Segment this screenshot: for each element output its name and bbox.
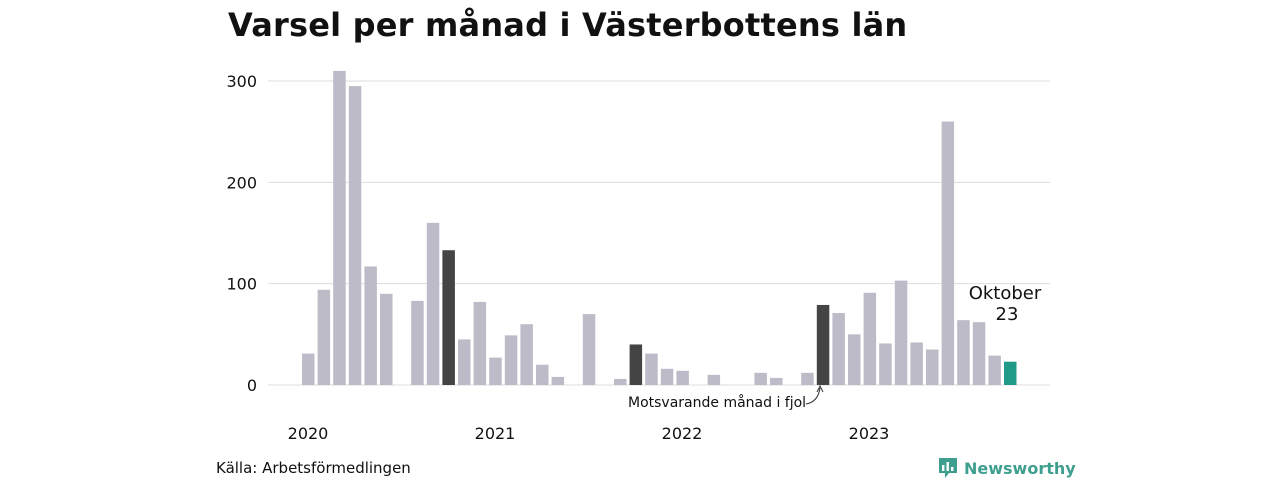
- bar: [910, 342, 923, 385]
- bar: [629, 344, 643, 385]
- bar: [660, 368, 674, 385]
- bar: [442, 250, 455, 385]
- bar: [411, 300, 424, 385]
- x-axis-labels: 2020 2021 2022 2023: [288, 424, 890, 443]
- bar: [972, 322, 986, 385]
- bar: [941, 121, 955, 386]
- bar: [504, 335, 518, 385]
- bar: [614, 378, 627, 385]
- bar: [473, 301, 487, 385]
- note-arrowhead: [816, 384, 824, 393]
- bar: [848, 334, 861, 385]
- y-axis-ticks: 0 100 200 300: [226, 72, 257, 395]
- bar: [926, 349, 939, 385]
- current-month-label: Oktober: [969, 283, 1042, 304]
- bar: [879, 343, 892, 385]
- bar: [317, 289, 331, 385]
- y-tick-label: 300: [226, 72, 257, 91]
- bar: [707, 374, 721, 385]
- brand-name: Newsworthy: [964, 458, 1076, 478]
- bar: [957, 320, 970, 385]
- y-tick-label: 100: [226, 275, 257, 294]
- brand: Newsworthy: [938, 457, 1076, 479]
- bar: [1004, 361, 1017, 385]
- bar: [863, 292, 877, 385]
- chart-title: Varsel per månad i Västerbottens län: [228, 6, 908, 44]
- x-tick-label: 2021: [475, 424, 516, 443]
- newsworthy-logo-icon: [939, 458, 957, 478]
- bar: [894, 280, 908, 385]
- current-year-label: 23: [996, 304, 1019, 325]
- bar: [770, 377, 783, 385]
- bars: [302, 70, 1017, 386]
- bar: [801, 372, 814, 385]
- bar: [333, 70, 346, 385]
- x-tick-label: 2023: [849, 424, 890, 443]
- y-tick-label: 0: [247, 376, 257, 395]
- bar: [582, 314, 596, 385]
- bar: [816, 304, 830, 385]
- bar: [536, 364, 549, 385]
- bar: [832, 313, 845, 385]
- bar: [988, 355, 1001, 385]
- source-note: Källa: Arbetsförmedlingen: [216, 459, 411, 477]
- x-tick-label: 2022: [662, 424, 703, 443]
- bar: [364, 266, 377, 385]
- bar: [520, 324, 533, 385]
- bar: [348, 86, 362, 385]
- previous-year-note: Motsvarande månad i fjol: [628, 394, 806, 411]
- y-tick-label: 200: [226, 173, 257, 192]
- note-arrow: [805, 387, 821, 405]
- bar: [676, 370, 689, 385]
- bar: [426, 222, 440, 385]
- bar: [380, 293, 393, 385]
- bar: [489, 357, 502, 385]
- bar: [645, 353, 658, 385]
- bar: [551, 376, 565, 385]
- bar: [458, 339, 471, 385]
- bar: [302, 353, 315, 385]
- bar: [754, 372, 767, 385]
- x-tick-label: 2020: [288, 424, 329, 443]
